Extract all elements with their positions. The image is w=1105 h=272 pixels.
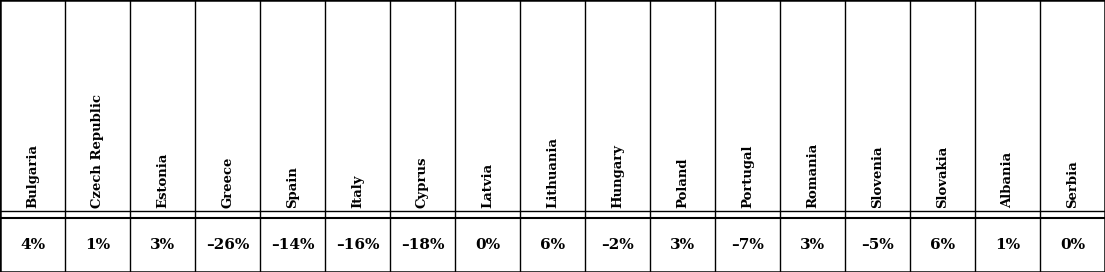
Text: Hungary: Hungary (611, 144, 624, 208)
Text: –16%: –16% (336, 238, 379, 252)
Text: –14%: –14% (271, 238, 314, 252)
Text: Greece: Greece (221, 157, 234, 208)
Text: Spain: Spain (286, 166, 299, 208)
Text: 6%: 6% (930, 238, 955, 252)
Text: Serbia: Serbia (1066, 160, 1078, 208)
Text: 6%: 6% (540, 238, 565, 252)
Text: Latvia: Latvia (481, 163, 494, 208)
Text: Italy: Italy (351, 175, 364, 208)
Text: Estonia: Estonia (156, 153, 169, 208)
Text: Czech Republic: Czech Republic (91, 94, 104, 208)
Text: –18%: –18% (401, 238, 444, 252)
Text: –7%: –7% (732, 238, 764, 252)
Text: –2%: –2% (601, 238, 634, 252)
Text: Lithuania: Lithuania (546, 137, 559, 208)
Text: Cyprus: Cyprus (415, 157, 429, 208)
Text: 3%: 3% (670, 238, 695, 252)
Text: Portugal: Portugal (741, 145, 754, 208)
Text: 1%: 1% (994, 238, 1020, 252)
Text: Slovakia: Slovakia (936, 146, 949, 208)
Text: 0%: 0% (475, 238, 501, 252)
Text: 1%: 1% (85, 238, 110, 252)
Text: Romania: Romania (806, 143, 819, 208)
Text: Slovenia: Slovenia (871, 146, 884, 208)
Text: Albania: Albania (1001, 152, 1014, 208)
Text: 4%: 4% (20, 238, 45, 252)
Text: –5%: –5% (861, 238, 894, 252)
Text: Poland: Poland (676, 157, 690, 208)
Text: 3%: 3% (150, 238, 175, 252)
Text: 0%: 0% (1060, 238, 1085, 252)
Text: Bulgaria: Bulgaria (27, 144, 39, 208)
Text: 3%: 3% (800, 238, 825, 252)
Text: –26%: –26% (206, 238, 250, 252)
